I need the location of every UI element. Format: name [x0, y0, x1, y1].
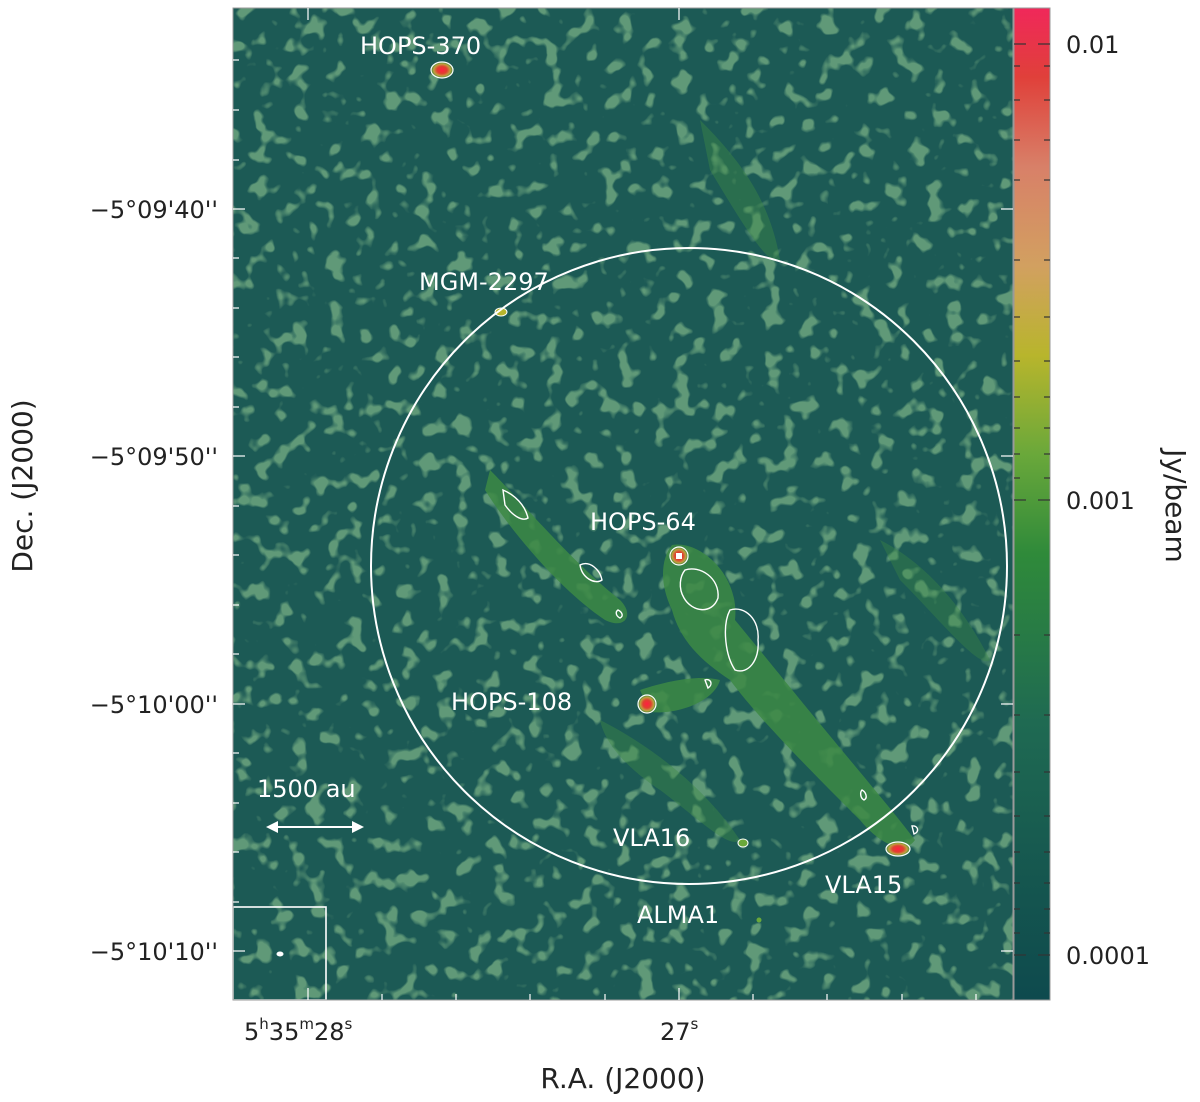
- label-vla15: VLA15: [825, 871, 902, 899]
- y-tick-label: −5°09'50'': [90, 443, 218, 471]
- scale-bar-label: 1500 au: [257, 775, 356, 803]
- primary-beam-circle: [370, 247, 1008, 885]
- intensity-map: 1500 au HOPS-370 MGM-2297 HOPS-64 HOPS-1…: [233, 8, 1013, 1000]
- y-axis-title: Dec. (J2000): [6, 399, 39, 572]
- y-tick-label: −5°10'10'': [90, 938, 218, 966]
- source-vla16-marker: [737, 838, 749, 848]
- frame-ticks: [233, 8, 1013, 1000]
- x-tick-label-28s: 5h35m28s: [244, 1015, 353, 1046]
- x-axis-title: R.A. (J2000): [540, 1062, 705, 1095]
- beam-inset: [233, 906, 327, 1000]
- source-hops64-marker: [669, 546, 689, 566]
- source-mgm2297-marker: [494, 307, 508, 317]
- label-vla16: VLA16: [613, 824, 690, 852]
- label-hops370: HOPS-370: [360, 32, 481, 60]
- label-mgm2297: MGM-2297: [419, 268, 549, 296]
- label-alma1: ALMA1: [637, 901, 719, 929]
- colorbar-tick-label: 0.001: [1066, 487, 1135, 515]
- y-tick-label: −5°10'00'': [90, 691, 218, 719]
- label-hops108: HOPS-108: [451, 688, 572, 716]
- label-hops64: HOPS-64: [590, 508, 696, 536]
- colorbar: [1013, 7, 1051, 1001]
- source-hops108-marker: [637, 694, 657, 714]
- source-vla15-marker: [885, 841, 911, 857]
- y-tick-label: −5°09'40'': [90, 196, 218, 224]
- colorbar-tick-label: 0.0001: [1066, 942, 1150, 970]
- colorbar-tick-label: 0.01: [1066, 31, 1119, 59]
- colorbar-title: Jy/beam: [1159, 447, 1192, 563]
- contours: [502, 488, 919, 835]
- x-tick-label-27s: 27s: [660, 1015, 699, 1046]
- map-frame: [232, 7, 1014, 1001]
- source-alma1-marker: [756, 917, 762, 923]
- scale-bar: [266, 821, 364, 833]
- source-hops370-marker: [430, 61, 454, 79]
